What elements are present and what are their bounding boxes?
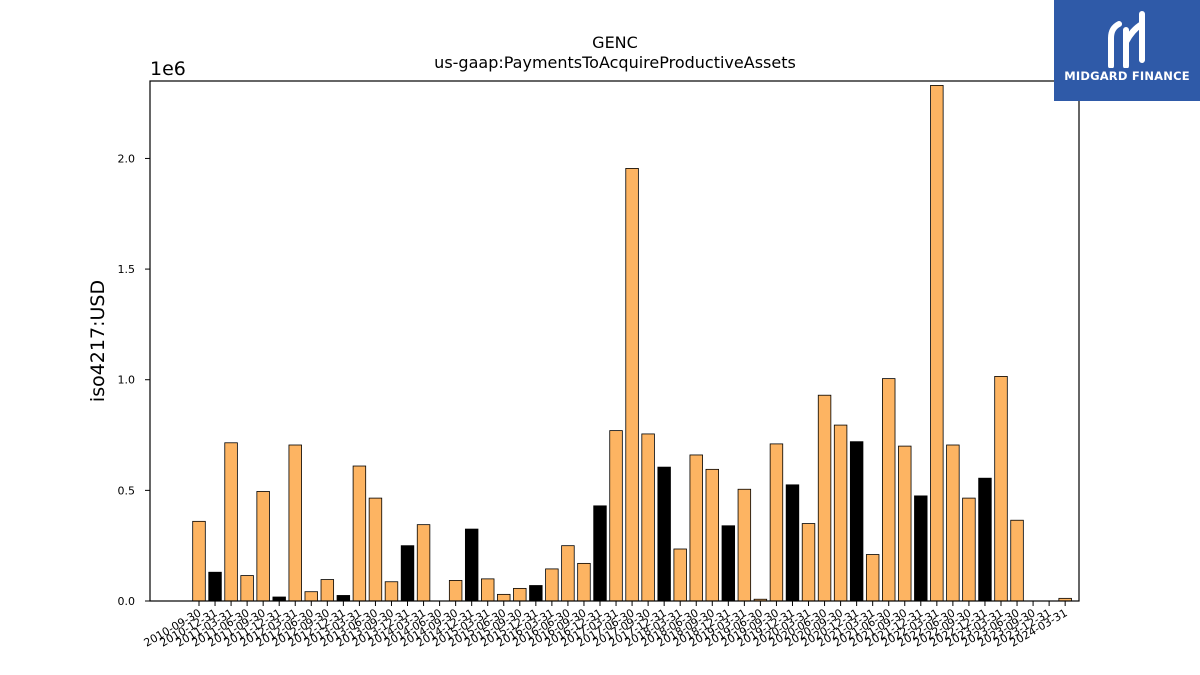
- bar: [705, 468, 719, 602]
- bar: [481, 578, 495, 602]
- bar: [689, 454, 703, 602]
- y-axis-label: iso4217:USD: [87, 280, 109, 402]
- bars-group: [192, 85, 1072, 602]
- bar: [400, 545, 415, 602]
- bar: [368, 497, 383, 602]
- bar: [978, 477, 992, 602]
- bar: [962, 497, 976, 602]
- bar: [561, 545, 575, 602]
- bar: [416, 524, 431, 602]
- bar: [609, 430, 623, 602]
- y-axis-ticks: 0.0 0.5 1.0 1.5 2.0: [118, 152, 150, 608]
- bar: [320, 579, 335, 602]
- bar: [673, 548, 687, 602]
- bar: [352, 465, 367, 602]
- bar: [865, 554, 880, 602]
- bar: [1010, 519, 1024, 602]
- bar: [994, 376, 1008, 602]
- bar: [336, 595, 351, 602]
- bar: [914, 495, 928, 602]
- y-tick-label: 1.5: [118, 263, 136, 276]
- brand-name: MIDGARD FINANCE: [1064, 69, 1190, 83]
- bar: [192, 520, 206, 602]
- bar: [545, 568, 559, 602]
- bar: [849, 441, 864, 602]
- bar: [625, 168, 639, 602]
- bar: [593, 505, 607, 602]
- bar: [288, 444, 302, 602]
- bar: [737, 488, 752, 602]
- bar: [208, 571, 222, 602]
- y-tick-label: 1.0: [118, 374, 136, 387]
- bar: [224, 442, 238, 602]
- bar: [817, 394, 832, 602]
- bar: [657, 466, 671, 602]
- y-tick-label: 0.5: [118, 484, 136, 497]
- bar: [448, 580, 463, 602]
- bar: [497, 593, 511, 602]
- bar: [577, 562, 591, 602]
- bar: [769, 443, 784, 602]
- midgard-logo-icon: [1108, 11, 1145, 68]
- plot-frame: [149, 80, 1080, 602]
- bar: [785, 484, 800, 602]
- bar: [240, 575, 254, 602]
- bar: [898, 445, 912, 602]
- chart-title: GENC: [592, 33, 638, 52]
- y-tick-label: 2.0: [118, 152, 136, 165]
- bar: [513, 587, 527, 602]
- bar: [304, 591, 318, 602]
- bar: [256, 491, 270, 602]
- brand-logo: MIDGARD FINANCE: [1054, 0, 1200, 101]
- bar: [833, 424, 848, 602]
- bar: [721, 525, 736, 602]
- bar: [882, 378, 896, 602]
- bar: [384, 581, 399, 602]
- bar: [930, 85, 944, 602]
- x-axis-ticks: 2010-09-302010-12-312011-03-312011-06-30…: [142, 601, 1070, 650]
- bar: [529, 585, 543, 602]
- bar: [946, 444, 960, 602]
- bar: [801, 523, 816, 602]
- bar: [464, 528, 479, 602]
- bar: [641, 433, 655, 602]
- y-tick-label: 0.0: [118, 595, 136, 608]
- y-offset-label: 1e6: [150, 58, 186, 80]
- chart-subtitle: us-gaap:PaymentsToAcquireProductiveAsset…: [434, 53, 796, 72]
